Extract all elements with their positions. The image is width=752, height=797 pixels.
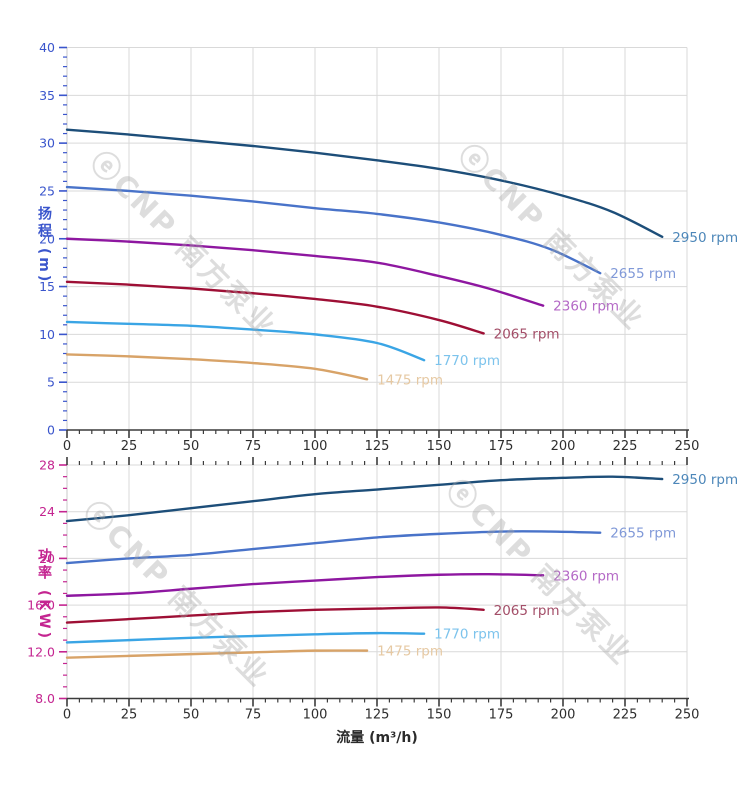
y-tick-label: 0 bbox=[47, 423, 55, 438]
y-tick-label: 10 bbox=[39, 327, 55, 342]
curve-2950-rpm bbox=[65, 128, 664, 239]
curve-label-2950-rpm: 2950 rpm bbox=[672, 230, 738, 246]
x-tick-label: 250 bbox=[675, 708, 700, 723]
curve-2065-rpm bbox=[65, 280, 485, 335]
x-tick-label: 75 bbox=[245, 439, 262, 454]
x-tick-label: 225 bbox=[613, 708, 638, 723]
y-tick-label: 28 bbox=[39, 458, 55, 473]
curve-label-1475-rpm: 1475 rpm bbox=[377, 644, 443, 660]
x-tick-label: 125 bbox=[365, 439, 390, 454]
curve-label-1770-rpm: 1770 rpm bbox=[434, 627, 500, 643]
curve-label-2655-rpm: 2655 rpm bbox=[610, 266, 676, 282]
curve-label-2065-rpm: 2065 rpm bbox=[494, 326, 560, 342]
y-tick-label: 20 bbox=[39, 551, 55, 566]
curve-label-2360-rpm: 2360 rpm bbox=[553, 299, 619, 315]
x-tick-label: 150 bbox=[427, 439, 452, 454]
curve-1770-rpm bbox=[65, 631, 426, 644]
curve-2655-rpm bbox=[65, 530, 602, 565]
x-tick-label: 100 bbox=[303, 439, 328, 454]
y-tick-label: 15 bbox=[39, 279, 55, 294]
y-tick-label: 35 bbox=[39, 88, 55, 103]
curve-2360-rpm bbox=[65, 572, 545, 597]
curve-2655-rpm bbox=[65, 185, 602, 275]
y-tick-label: 30 bbox=[39, 136, 55, 151]
x-tick-label: 225 bbox=[613, 439, 638, 454]
y-tick-label: 12.0 bbox=[27, 644, 55, 659]
curve-label-2360-rpm: 2360 rpm bbox=[553, 568, 619, 584]
x-tick-label: 175 bbox=[489, 439, 514, 454]
curve-label-2950-rpm: 2950 rpm bbox=[672, 472, 738, 488]
x-tick-label: 0 bbox=[63, 708, 71, 723]
x-tick-label: 200 bbox=[551, 439, 576, 454]
x-tick-label: 100 bbox=[303, 708, 328, 723]
curve-1475-rpm bbox=[65, 353, 369, 381]
curve-label-1475-rpm: 1475 rpm bbox=[377, 372, 443, 388]
x-tick-label: 50 bbox=[183, 708, 200, 723]
x-tick-label: 125 bbox=[365, 708, 390, 723]
y-tick-label: 16.0 bbox=[27, 598, 55, 613]
y-tick-label: 5 bbox=[47, 375, 55, 390]
curve-label-1770-rpm: 1770 rpm bbox=[434, 353, 500, 369]
x-tick-label: 25 bbox=[121, 439, 138, 454]
y-tick-label: 20 bbox=[39, 231, 55, 246]
x-tick-label: 200 bbox=[551, 708, 576, 723]
curve-1770-rpm bbox=[65, 320, 426, 362]
x-tick-label: 25 bbox=[121, 708, 138, 723]
y-tick-label: 8.0 bbox=[35, 691, 55, 706]
y-tick-label: 24 bbox=[39, 504, 55, 519]
curve-2065-rpm bbox=[65, 606, 485, 624]
curve-1475-rpm bbox=[65, 649, 369, 659]
x-tick-label: 50 bbox=[183, 439, 200, 454]
curve-label-2065-rpm: 2065 rpm bbox=[494, 603, 560, 619]
y-tick-label: 40 bbox=[39, 40, 55, 55]
x-tick-label: 0 bbox=[63, 439, 71, 454]
x-tick-label: 150 bbox=[427, 708, 452, 723]
y-tick-label: 25 bbox=[39, 183, 55, 198]
power-axis-title: 功率 (KW) bbox=[36, 548, 52, 641]
curve-label-2655-rpm: 2655 rpm bbox=[610, 526, 676, 542]
flow-axis-title: 流量 (m³/h) bbox=[336, 730, 418, 746]
x-tick-label: 250 bbox=[675, 439, 700, 454]
x-tick-label: 75 bbox=[245, 708, 262, 723]
x-tick-label: 175 bbox=[489, 708, 514, 723]
curve-2360-rpm bbox=[65, 237, 545, 307]
curve-2950-rpm bbox=[65, 475, 664, 523]
head-axis-title: 扬程 (m) bbox=[36, 206, 52, 285]
